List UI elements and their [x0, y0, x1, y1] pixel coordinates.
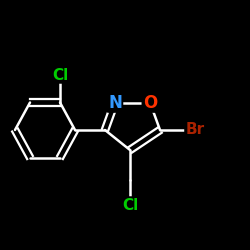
Text: Br: Br: [186, 122, 204, 138]
Text: Cl: Cl: [122, 198, 138, 212]
Text: N: N: [108, 94, 122, 112]
Text: Cl: Cl: [52, 68, 68, 82]
Text: O: O: [143, 94, 157, 112]
